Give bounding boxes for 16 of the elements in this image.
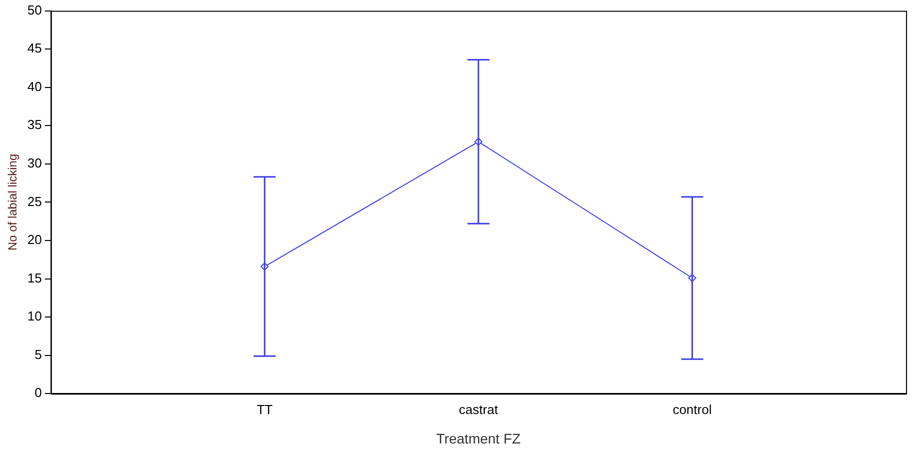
y-tick-label: 20 [27,232,42,248]
y-tick-label: 30 [27,156,42,170]
x-tick-label: castrat [458,402,498,417]
y-tick-label: 25 [27,194,42,209]
y-tick-label: 10 [27,308,42,324]
y-tick-label: 35 [27,117,42,132]
y-tick-label: 5 [34,346,42,362]
x-tick-label: control [672,402,712,417]
y-tick-label: 45 [27,40,42,56]
y-tick-label: 40 [27,78,42,94]
x-tick-label: TT [256,402,273,417]
y-tick-label: 0 [34,385,42,400]
x-axis-title: Treatment FZ [436,430,522,446]
y-axis-title: No of labial licking [6,154,20,251]
y-tick-label: 15 [27,270,42,286]
y-tick-label: 50 [27,2,42,18]
